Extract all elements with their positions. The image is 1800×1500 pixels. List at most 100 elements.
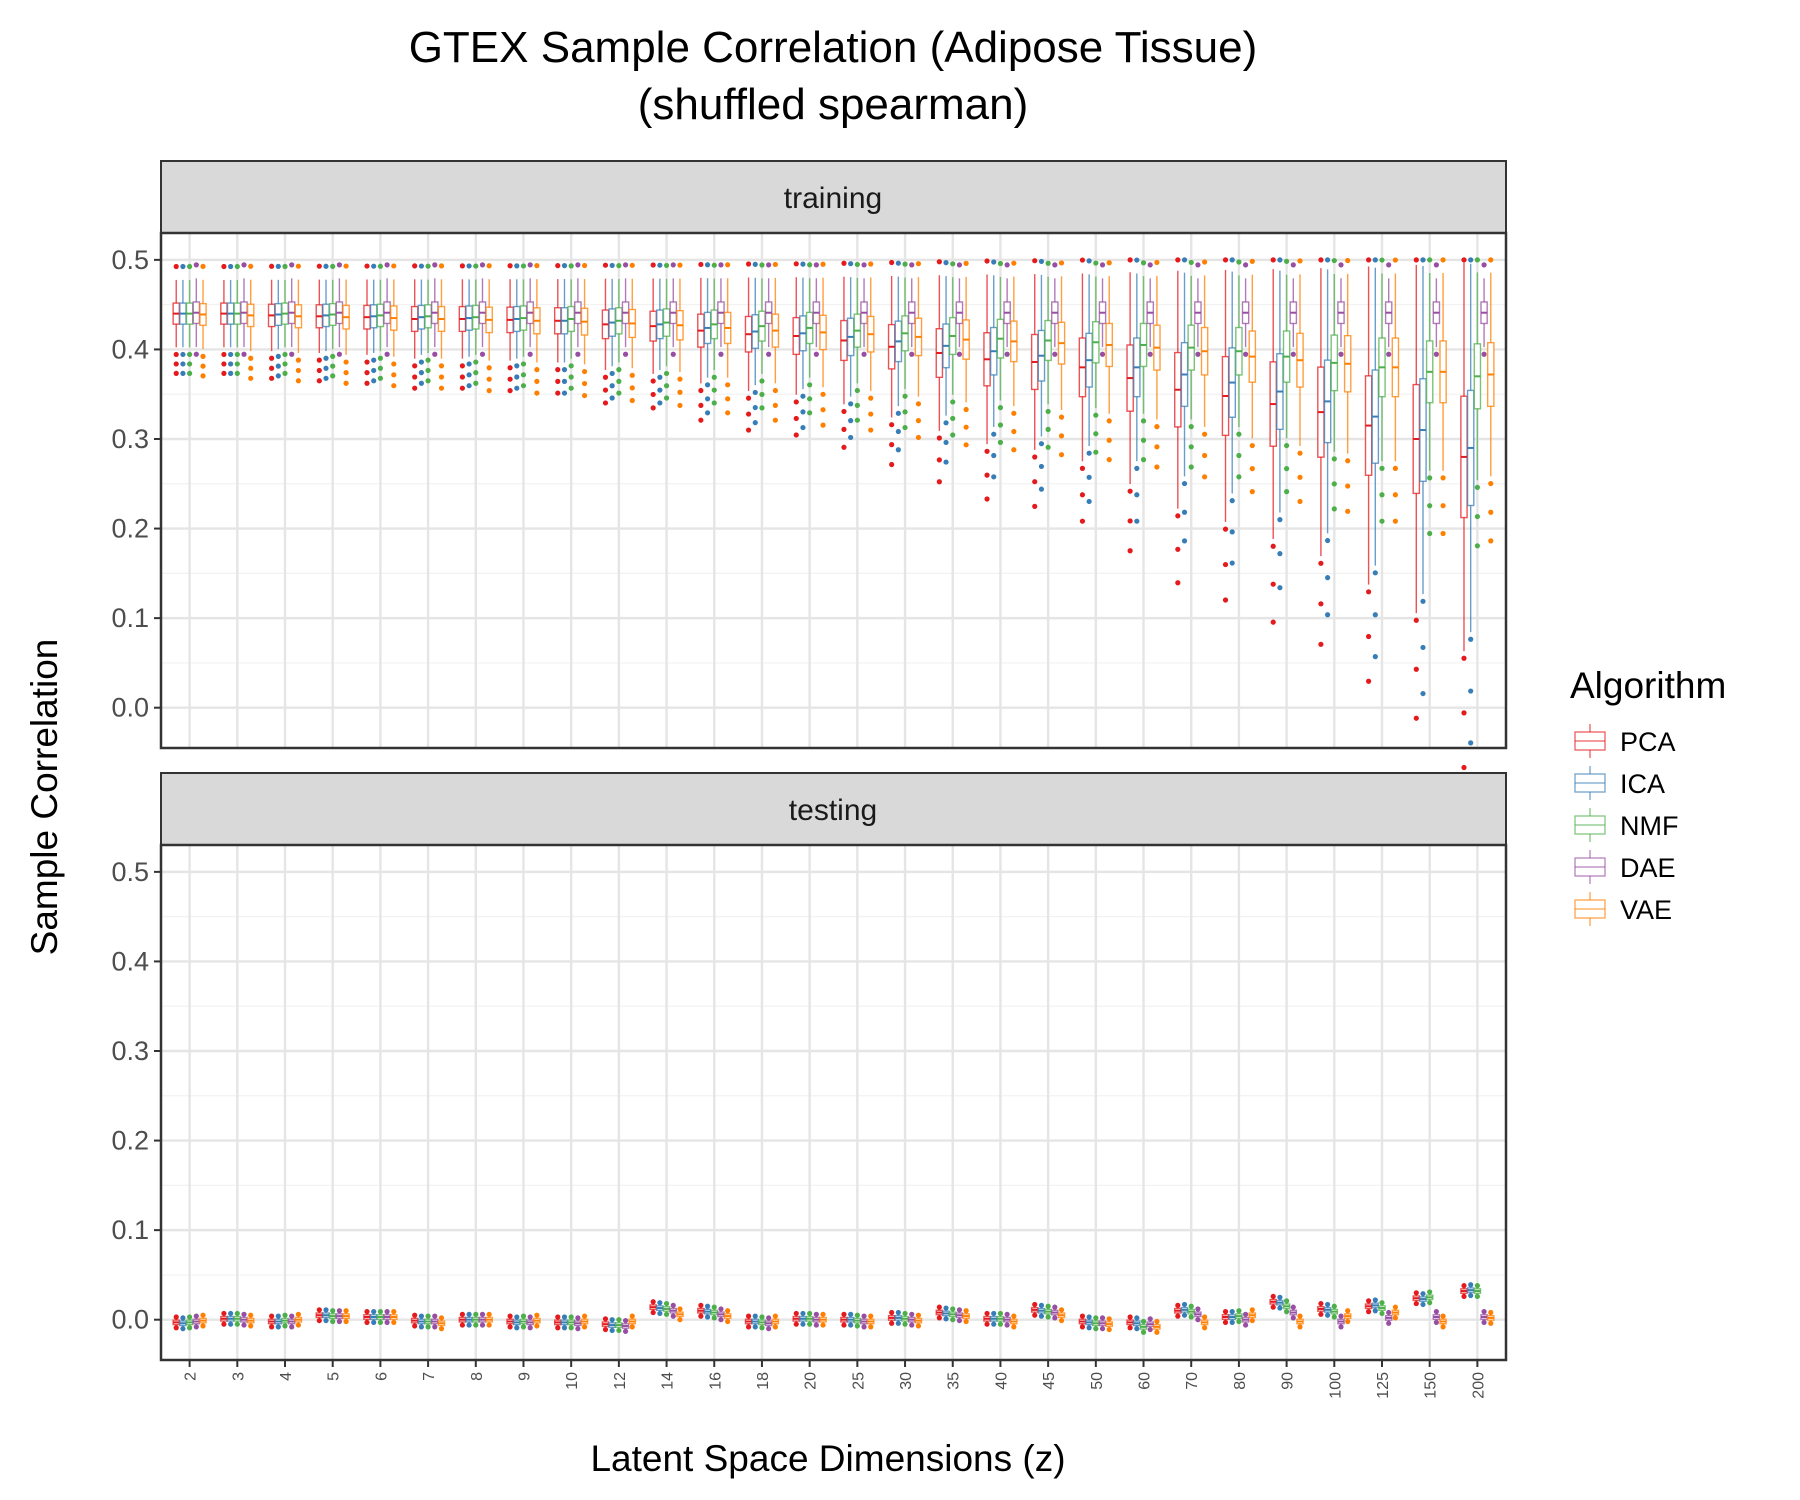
outlier-point: [670, 1313, 676, 1319]
outlier-point: [418, 1324, 424, 1330]
box-nmf-60: [1139, 260, 1148, 463]
outlier-point: [889, 422, 895, 428]
outlier-point: [534, 1323, 540, 1329]
outlier-point: [275, 353, 281, 359]
outlier-point: [1134, 1326, 1140, 1332]
outlier-point: [425, 1324, 431, 1330]
outlier-point: [650, 405, 656, 411]
outlier-point: [1481, 1309, 1487, 1315]
outlier-point: [1052, 1304, 1058, 1310]
box-pca-150: [1412, 1290, 1421, 1307]
outlier-point: [1325, 537, 1331, 544]
outlier-point: [1086, 1325, 1092, 1331]
box-nmf-125: [1378, 257, 1386, 524]
outlier-point: [180, 351, 186, 358]
outlier-point: [1188, 464, 1194, 470]
outlier-point: [1032, 479, 1038, 485]
outlier-point: [1229, 1319, 1235, 1325]
outlier-point: [234, 361, 240, 367]
outlier-point: [241, 351, 247, 357]
outlier-point: [1325, 257, 1331, 263]
box-vae-125: [1391, 1304, 1400, 1321]
box-vae-100: [1343, 1308, 1352, 1325]
box-pca-4: [267, 263, 276, 381]
outlier-point: [1284, 258, 1290, 264]
y-axis-testing: 0.0 0.1 0.2 0.3 0.4 0.5: [111, 857, 161, 1335]
panel-training: training 0.0 0.1 0.2 0.3 0.4 0.5: [111, 160, 1508, 771]
outlier-point: [486, 263, 492, 269]
box-dae-200: [1480, 262, 1488, 357]
outlier-point: [997, 1310, 1004, 1317]
outlier-point: [1093, 1326, 1099, 1332]
box-nmf-20: [805, 1310, 814, 1327]
outlier-point: [609, 1327, 615, 1334]
outlier-point: [1236, 1318, 1242, 1325]
box-vae-4: [294, 263, 303, 384]
outlier-point: [1127, 257, 1133, 263]
y-tick-label: 0.0: [111, 1305, 149, 1335]
outlier-point: [1345, 257, 1351, 264]
outlier-point: [936, 479, 942, 485]
outlier-point: [868, 1324, 874, 1330]
box-ica-7: [417, 1313, 426, 1330]
box-pca-7: [410, 1312, 419, 1329]
outlier-point: [336, 1318, 342, 1325]
outlier-point: [1011, 260, 1017, 266]
outlier-point: [895, 410, 901, 416]
box-ica-200: [1466, 257, 1475, 746]
outlier-point: [1202, 259, 1208, 265]
outlier-point: [371, 263, 377, 269]
box-nmf-16: [710, 262, 719, 406]
outlier-point: [1222, 561, 1229, 568]
outlier-point: [221, 370, 227, 376]
outlier-point: [861, 1313, 867, 1319]
outlier-point: [909, 262, 915, 268]
x-tick-label: 25: [850, 1372, 867, 1390]
outlier-point: [752, 389, 758, 396]
outlier-point: [1140, 1329, 1147, 1335]
box-nmf-35: [948, 1306, 957, 1323]
panel-testing: testing 0.0 0.1 0.2 0.3 0.4 0.5: [111, 772, 1508, 1362]
outlier-point: [1195, 351, 1201, 357]
outlier-point: [1488, 538, 1494, 544]
outlier-point: [725, 1318, 731, 1325]
outlier-point: [432, 351, 438, 357]
outlier-point: [1038, 1302, 1045, 1308]
box-nmf-125: [1378, 1300, 1386, 1317]
outlier-point: [234, 1321, 240, 1327]
outlier-point: [663, 262, 670, 269]
outlier-point: [1229, 498, 1235, 504]
outlier-point: [1147, 351, 1153, 357]
outlier-point: [1011, 1324, 1017, 1330]
outlier-point: [622, 351, 629, 357]
box-ica-150: [1419, 1291, 1427, 1308]
outlier-point: [848, 401, 854, 407]
box-dae-125: [1384, 262, 1393, 357]
box-nmf-100: [1330, 257, 1339, 512]
box-pca-30: [887, 259, 896, 468]
box-dae-35: [955, 262, 964, 357]
box-ica-35: [942, 260, 950, 465]
outlier-point: [228, 351, 234, 358]
outlier-point: [657, 387, 663, 393]
box-pca-200: [1460, 1283, 1468, 1300]
outlier-point: [575, 351, 581, 357]
box-ica-14: [656, 262, 664, 406]
outlier-point: [1331, 481, 1337, 487]
outlier-point: [609, 383, 615, 389]
outlier-point: [772, 387, 778, 394]
outlier-point: [466, 263, 472, 269]
outlier-point: [575, 1315, 581, 1321]
outlier-point: [854, 417, 860, 423]
outlier-point: [772, 417, 778, 423]
outlier-point: [793, 432, 799, 438]
outlier-point: [1420, 598, 1426, 604]
outlier-point: [650, 391, 656, 398]
box-nmf-14: [662, 1300, 671, 1317]
outlier-point: [1038, 258, 1045, 265]
outlier-point: [1058, 260, 1065, 266]
outlier-point: [555, 378, 561, 384]
outlier-point: [384, 351, 390, 357]
outlier-point: [507, 365, 513, 371]
outlier-point: [289, 1313, 295, 1319]
